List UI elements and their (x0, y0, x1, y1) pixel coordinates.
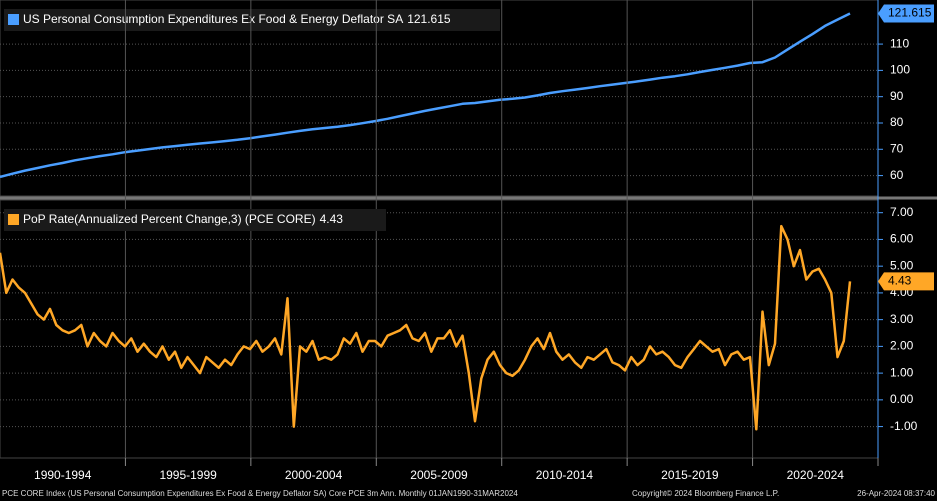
x-tick-label: 2000-2004 (285, 468, 343, 482)
x-tick-label: 2020-2024 (787, 468, 845, 482)
x-tick-label: 1990-1994 (34, 468, 92, 482)
x-tick-label: 2005-2009 (410, 468, 468, 482)
last-value-box (878, 4, 934, 23)
y-tick-label: 6.00 (890, 232, 914, 246)
y-tick-label: 3.00 (890, 312, 914, 326)
footer-source: PCE CORE Index (US Personal Consumption … (2, 489, 518, 498)
legend-value: 4.43 (320, 212, 344, 226)
legend-swatch (8, 14, 19, 25)
y-tick-label: 0.00 (890, 392, 914, 406)
top-panel (0, 0, 879, 197)
legend-swatch (8, 214, 19, 225)
y-tick-label: 2.00 (890, 339, 914, 353)
y-tick-label: -1.00 (890, 419, 918, 433)
x-tick-label: 2010-2014 (536, 468, 594, 482)
x-tick-label: 2015-2019 (661, 468, 719, 482)
y-tick-label: 1.00 (890, 365, 914, 379)
series-line (0, 12, 851, 179)
y-tick-label: 110 (890, 36, 909, 50)
legend-value: 121.615 (407, 12, 451, 26)
y-tick-label: 90 (890, 89, 904, 103)
y-tick-label: 100 (890, 63, 910, 77)
x-tick-label: 1995-1999 (159, 468, 217, 482)
series-line (0, 224, 852, 431)
y-tick-label: 7.00 (890, 205, 914, 219)
y-tick-label: 60 (890, 168, 904, 182)
legend-label: US Personal Consumption Expenditures Ex … (23, 12, 403, 26)
y-tick-label: 80 (890, 115, 904, 129)
legend-label: PoP Rate(Annualized Percent Change,3) (P… (23, 212, 316, 226)
bottom-panel (0, 199, 879, 459)
last-value-label: 121.615 (888, 6, 932, 20)
footer-timestamp: 26-Apr-2024 08:37:40 (857, 489, 935, 498)
last-value-box (878, 272, 934, 291)
y-tick-label: 5.00 (890, 258, 914, 272)
footer-copyright: Copyright© 2024 Bloomberg Finance L.P. (632, 489, 779, 498)
legend-bg (4, 209, 386, 231)
y-tick-label: 70 (890, 141, 904, 155)
last-value-label: 4.43 (888, 274, 912, 288)
